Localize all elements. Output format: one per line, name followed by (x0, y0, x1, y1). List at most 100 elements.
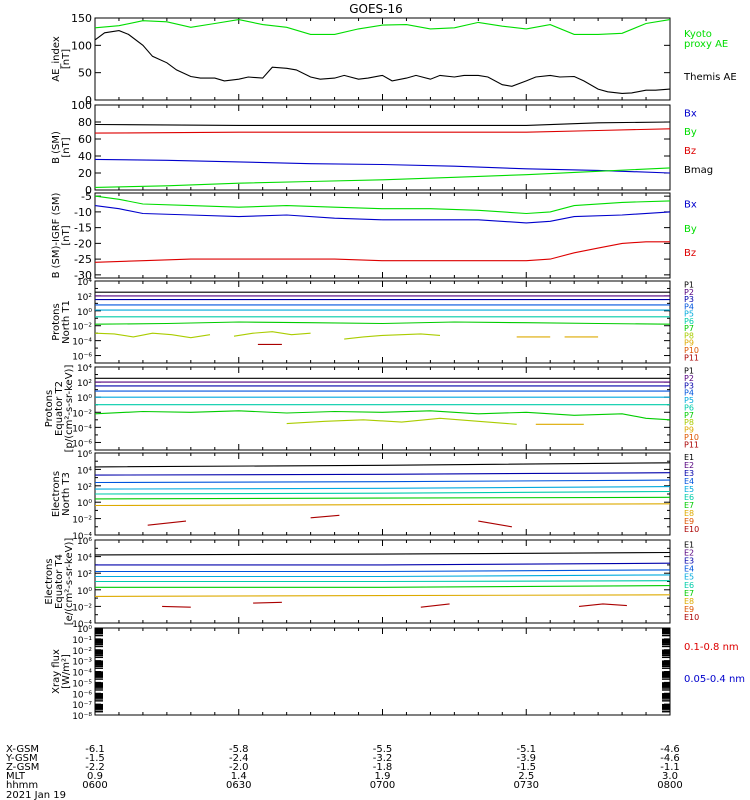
legend-entry: Bz (684, 146, 696, 157)
legend-entry: P11 (684, 353, 699, 362)
footer-value: 0730 (514, 780, 539, 791)
y-tick-label: 10⁻² (72, 603, 92, 613)
y-tick-label: -25 (74, 253, 92, 266)
y-tick-label: 0 (85, 184, 92, 197)
footer-value: -5.5 (373, 744, 393, 755)
y-tick-label: 10² (77, 379, 92, 389)
legend-entry: E9 (684, 517, 694, 526)
y-tick-label: 10⁴ (77, 364, 92, 374)
legend-entry: P2 (684, 374, 694, 383)
legend-entry: P4 (684, 389, 694, 398)
footer-value: -2.4 (229, 753, 249, 764)
footer-value: -3.2 (373, 753, 393, 764)
panel-frame (94, 280, 671, 364)
y-tick-label: 10⁴ (77, 466, 92, 476)
series-kyoto-proxy-ae (94, 19, 671, 35)
y-tick-label: 10² (77, 570, 92, 580)
y-tick-label: 10⁻⁴ (72, 620, 92, 630)
series-p_north-8 (233, 331, 311, 337)
y-tick-label: 10⁰ (77, 499, 92, 509)
series-e_equator-9 (420, 603, 450, 608)
y-tick-label: 10⁻² (72, 409, 92, 419)
series-by (94, 195, 671, 215)
legend-entry: P10 (684, 346, 699, 355)
panel-bigrf: -30 -25 -20 -15 -10 -5 B (SM)-IGRF (SM) [nT] Bx B… (51, 190, 697, 282)
series-bx (94, 205, 671, 224)
y-tick-label: 150 (71, 12, 92, 25)
legend-entry: 0.05-0.4 nm (684, 674, 745, 685)
series-bmag (94, 121, 671, 126)
y-tick-label: -20 (74, 237, 92, 250)
legend-entry: P10 (684, 433, 699, 442)
series-p_north-7 (94, 332, 211, 339)
legend-entry: E6 (684, 493, 694, 502)
legend-entry: P8 (684, 331, 694, 340)
legend-entry: E8 (684, 597, 694, 606)
footer-value: 3.0 (662, 771, 678, 782)
legend-entry: P2 (684, 288, 694, 297)
y-tick-label: 10⁻² (72, 516, 92, 526)
y-tick-label: -15 (74, 222, 92, 235)
footer-value: 2.5 (518, 771, 534, 782)
series-p_equator-7 (286, 417, 517, 425)
series-bx (94, 158, 671, 174)
series-e_north-9 (478, 520, 512, 528)
series-bz (94, 241, 670, 263)
legend-entry: P7 (684, 411, 694, 420)
y-axis-label: [p/(cm²-s-sr-keV)] (64, 365, 75, 453)
series-e_equator-0 (94, 551, 671, 556)
y-tick-label: -10 (74, 206, 92, 219)
y-tick-label: 10⁻⁶ (72, 690, 92, 700)
footer-value: -6.1 (85, 744, 105, 755)
y-tick-label: 40 (78, 150, 92, 163)
legend-entry: Bz (684, 248, 696, 259)
y-axis-label: Protons (44, 390, 55, 427)
legend-entry: E3 (684, 556, 694, 565)
legend-entry: E2 (684, 548, 694, 557)
footer-date: 2021 Jan 19 (6, 790, 66, 800)
y-tick-label: 10⁻⁴ (72, 669, 92, 679)
series-themis-ae (94, 30, 671, 94)
legend-entry: P6 (684, 403, 694, 412)
legend-entry: E7 (684, 589, 694, 598)
legend-entry: P5 (684, 310, 694, 319)
legend-entry: E1 (684, 540, 694, 549)
legend-entry: P1 (684, 281, 694, 290)
legend-entry: By (684, 127, 697, 138)
y-axis-label: [nT] (61, 225, 72, 245)
legend-entry: proxy AE (684, 39, 728, 50)
y-tick-label: 10⁻⁷ (72, 701, 92, 711)
series-bz (94, 128, 671, 134)
y-tick-label: 10⁻⁸ (72, 712, 92, 722)
y-tick-label: 10² (77, 483, 92, 493)
footer-value: -2.2 (85, 762, 105, 773)
panel-frame (94, 17, 671, 101)
legend-entry: P7 (684, 324, 694, 333)
series-e_north-0 (94, 462, 671, 468)
y-tick-label: -5 (81, 190, 92, 203)
series-p_north-9 (344, 333, 441, 340)
panel-frame (94, 366, 671, 451)
y-axis-label: [nT] (61, 137, 72, 157)
y-axis-label: Protons (51, 303, 62, 340)
y-tick-label: 10⁰ (77, 625, 92, 635)
footer-value: -1.5 (85, 753, 105, 764)
footer-value: -3.9 (516, 753, 536, 764)
legend-entry: E2 (684, 461, 694, 470)
footer-value: -4.6 (660, 744, 680, 755)
y-axis-label: Equator T4 (54, 554, 65, 609)
y-tick-label: 10⁻³ (72, 658, 92, 668)
legend-entry: By (684, 224, 697, 235)
footer-row-label: hhmm (6, 780, 38, 791)
legend-entry: P3 (684, 295, 694, 304)
legend-entry: P5 (684, 396, 694, 405)
y-tick-label: 10⁶ (77, 450, 92, 460)
y-tick-label: 80 (78, 116, 92, 129)
series-e_north-3 (94, 486, 671, 490)
legend-entry: Themis AE (683, 72, 737, 83)
legend-entry: P9 (684, 339, 694, 348)
series-e_equator-3 (95, 574, 671, 578)
